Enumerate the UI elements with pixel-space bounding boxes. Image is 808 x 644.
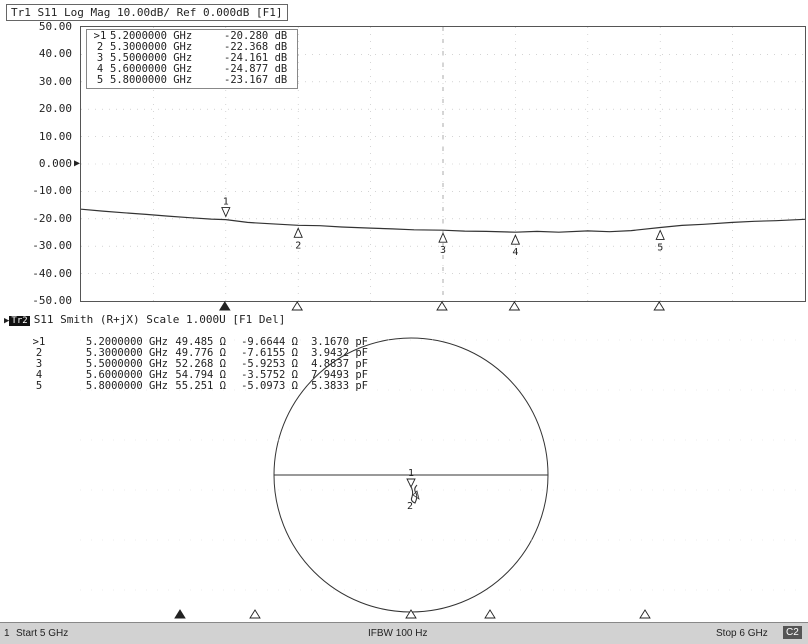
marker-label: 3 — [35, 358, 43, 370]
marker-position-triangle[interactable] — [291, 301, 304, 311]
marker-row: 5 5.8000000 GHz 55.251 Ω -5.0973 Ω 5.3833 pF — [28, 381, 368, 392]
marker-label: 5 — [96, 74, 104, 86]
trace2-title-text: S11 Smith (R+jX) Scale 1.000U [F1 Del] — [33, 313, 286, 326]
smith-marker-label: 2 — [407, 501, 413, 512]
marker-label: 4 — [35, 369, 43, 381]
trace1-marker-3[interactable]: 3 — [438, 232, 448, 256]
marker-label: 2 — [35, 347, 43, 359]
marker-x: -3.5752 Ω — [241, 369, 298, 381]
marker-label: >1 — [32, 336, 46, 348]
stop-frequency[interactable]: Stop 6 GHz — [716, 628, 768, 639]
marker-c: 7.9493 pF — [311, 369, 368, 381]
trace1-marker-position-bar — [218, 301, 666, 311]
marker-label: 3 — [96, 52, 104, 64]
marker-freq: 5.2000000 GHz — [85, 336, 168, 348]
marker-row: 2 5.3000000 GHz 49.776 Ω -7.6155 Ω 3.9432 pF — [28, 348, 368, 359]
smith-chart-panel[interactable]: 12 — [80, 330, 804, 620]
marker-row: 3 5.5000000 GHz -24.161 dB — [90, 53, 294, 64]
y-tick-label: 40.00 — [38, 47, 72, 61]
trace2-marker-position-triangle[interactable] — [639, 609, 651, 619]
marker-number: 4 — [512, 247, 518, 258]
trace2-marker-position-triangle[interactable] — [484, 609, 496, 619]
marker-position-triangle[interactable] — [653, 301, 666, 311]
marker-freq: 5.5000000 GHz — [110, 52, 193, 64]
marker-value: -23.167 dB — [224, 74, 288, 86]
trace1-marker-4[interactable]: 4 — [510, 234, 521, 258]
marker-row: 2 5.3000000 GHz -22.368 dB — [90, 42, 294, 53]
marker-row: 4 5.6000000 GHz 54.794 Ω -3.5752 Ω 7.9493 pF — [28, 370, 368, 381]
marker-row: 5 5.8000000 GHz -23.167 dB — [90, 75, 294, 86]
y-tick-label: -30.00 — [32, 239, 72, 253]
trace2-title: ▶ Tr2 S11 Smith (R+jX) Scale 1.000U [F1 De… — [4, 313, 286, 326]
y-tick-label: 20.00 — [38, 102, 72, 116]
marker-x: -9.6644 Ω — [241, 336, 298, 348]
trace1-marker-1[interactable]: 1 — [221, 197, 231, 218]
trace1-marker-5[interactable]: 5 — [655, 229, 665, 253]
marker-freq: 5.3000000 GHz — [110, 41, 193, 53]
marker-r: 54.794 Ω — [175, 369, 226, 381]
marker-r: 49.485 Ω — [175, 336, 226, 348]
trace1-title: Tr1 S11 Log Mag 10.00dB/ Ref 0.000dB [F1… — [6, 4, 288, 21]
marker-x: -5.0973 Ω — [241, 380, 298, 392]
marker-r: 55.251 Ω — [175, 380, 226, 392]
marker-x: -5.9253 Ω — [241, 358, 298, 370]
marker-freq: 5.8000000 GHz — [85, 380, 168, 392]
channel-badge[interactable]: C2 — [783, 626, 802, 639]
trace2-badge[interactable]: Tr2 — [9, 316, 30, 326]
marker-number: 3 — [440, 245, 446, 256]
trace2-marker-position-triangle[interactable] — [174, 609, 186, 619]
marker-value: -20.280 dB — [224, 30, 288, 42]
marker-value: -22.368 dB — [224, 41, 288, 53]
y-tick-label: 0.000 — [38, 157, 72, 170]
trace2-marker-position-triangle[interactable] — [249, 609, 261, 619]
marker-row: 4 5.6000000 GHz -24.877 dB — [90, 64, 294, 75]
marker-label: >1 — [93, 30, 107, 42]
marker-c: 5.3833 pF — [311, 380, 368, 392]
marker-freq: 5.5000000 GHz — [85, 358, 168, 370]
marker-r: 52.268 Ω — [175, 358, 226, 370]
channel-number: 1 — [4, 628, 10, 639]
marker-c: 3.9432 pF — [311, 347, 368, 359]
trace2-marker-table: >1 5.2000000 GHz 49.485 Ω -9.6644 Ω 3.1670 p… — [28, 337, 368, 392]
marker-number: 2 — [295, 240, 301, 251]
marker-position-triangle[interactable] — [436, 301, 448, 311]
y-tick-label: -10.00 — [32, 184, 72, 198]
trace1-marker-2[interactable]: 2 — [293, 227, 303, 251]
trace2-marker-position-triangle[interactable] — [405, 609, 417, 619]
marker-row: >1 5.2000000 GHz 49.485 Ω -9.6644 Ω 3.1670 p… — [28, 337, 368, 348]
smith-marker-label: 1 — [408, 468, 414, 479]
marker-r: 49.776 Ω — [175, 347, 226, 359]
marker-number: 1 — [223, 197, 229, 208]
y-tick-label: -20.00 — [32, 211, 72, 225]
y-tick-label: -50.00 — [32, 294, 72, 307]
start-frequency[interactable]: Start 5 GHz — [16, 628, 69, 639]
marker-number: 5 — [657, 242, 663, 253]
trace1-marker-table: >1 5.2000000 GHz -20.280 dB 2 5.3000000 GHz -… — [86, 29, 298, 89]
ifbw-setting[interactable]: IFBW 100 Hz — [368, 628, 428, 639]
marker-position-triangle[interactable] — [218, 301, 231, 311]
marker-freq: 5.2000000 GHz — [110, 30, 193, 42]
y-tick-label: 30.00 — [38, 74, 72, 88]
y-tick-label: 10.00 — [38, 129, 72, 143]
marker-row: >1 5.2000000 GHz -20.280 dB — [90, 31, 294, 42]
s11-logmag-trace — [81, 208, 805, 233]
y-tick-label: 50.00 — [38, 20, 72, 33]
marker-position-triangle[interactable] — [508, 301, 521, 311]
status-bar: 1 Start 5 GHz IFBW 100 Hz Stop 6 GHz C2 — [0, 622, 808, 644]
marker-freq: 5.8000000 GHz — [110, 74, 193, 86]
smith-marker-cluster[interactable]: 12 — [406, 468, 420, 512]
marker-x: -7.6155 Ω — [241, 347, 298, 359]
reference-level-arrow[interactable]: ▶ — [74, 158, 81, 169]
marker-label: 4 — [96, 63, 104, 75]
marker-freq: 5.3000000 GHz — [85, 347, 168, 359]
logmag-plot[interactable]: 12 3 4 5 — [80, 26, 806, 302]
marker-label: 5 — [35, 380, 43, 392]
marker-value: -24.161 dB — [224, 52, 288, 64]
marker-value: -24.877 dB — [224, 63, 288, 75]
marker-freq: 5.6000000 GHz — [110, 63, 193, 75]
y-tick-label: -40.00 — [32, 266, 72, 280]
marker-label: 2 — [96, 41, 104, 53]
marker-freq: 5.6000000 GHz — [85, 369, 168, 381]
marker-c: 3.1670 pF — [311, 336, 368, 348]
